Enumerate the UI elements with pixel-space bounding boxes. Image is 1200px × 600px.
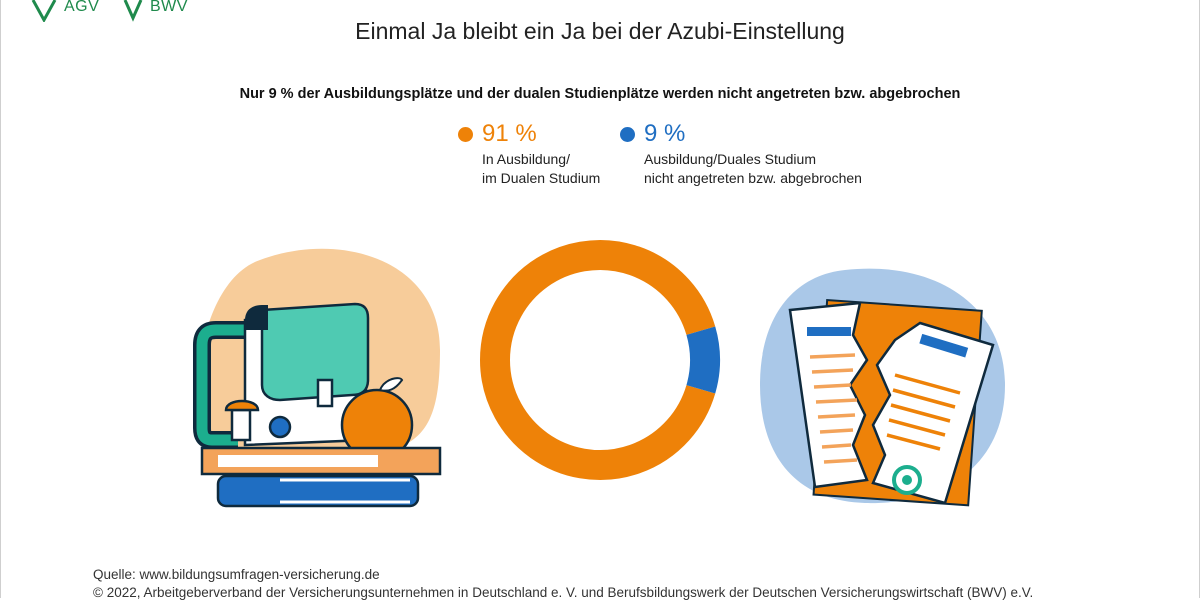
blue-ball — [268, 415, 292, 439]
school-supplies-illustration — [193, 248, 442, 508]
donut-chart — [480, 240, 720, 480]
copyright-note: © 2022, Arbeitgeberverband der Versicher… — [93, 585, 1034, 600]
legend-line: nicht angetreten bzw. abgebrochen — [644, 170, 862, 186]
bag-clasp — [316, 378, 334, 408]
legend-value-in-ausbildung: 91 % — [482, 120, 537, 147]
agv-logo-text: AGV — [64, 0, 100, 15]
bag-handle-fill — [196, 324, 250, 446]
legend-value-abgebrochen: 9 % — [644, 120, 686, 147]
source-note: Quelle: www.bildungsumfragen-versicherun… — [93, 567, 380, 582]
agv-logo-mark — [31, 0, 57, 22]
contract-right-heading — [919, 333, 969, 358]
bwv-logo-mark — [123, 0, 143, 22]
legend-desc-abgebrochen: Ausbildung/Duales Studium nicht angetret… — [644, 150, 862, 188]
legend-line: Ausbildung/Duales Studium — [644, 151, 816, 167]
contract-left-lines — [809, 353, 858, 464]
contract-left-heading — [807, 327, 851, 336]
pencil-body — [230, 408, 252, 442]
bag-flap — [260, 302, 370, 402]
legend-line: In Ausbildung/ — [482, 151, 570, 167]
legend-dot-orange — [458, 127, 473, 142]
apple-leaf — [378, 377, 404, 392]
contract-right-half — [871, 321, 995, 505]
pencil-cap — [224, 399, 260, 412]
bwv-logo-text: BWV — [150, 0, 188, 15]
torn-contract-illustration — [760, 268, 1005, 507]
bwv-logo: BWV — [122, 0, 188, 22]
donut-slice-in-ausbildung — [480, 240, 716, 480]
legend-desc-in-ausbildung: In Ausbildung/ im Dualen Studium — [482, 150, 600, 188]
chart-title: Einmal Ja bleibt ein Ja bei der Azubi-Ei… — [355, 18, 845, 44]
donut-slice-abgebrochen — [686, 326, 720, 394]
book-top-label — [218, 455, 378, 467]
contract-right-lines — [886, 373, 961, 451]
legend-dot-blue — [620, 127, 635, 142]
contract-left-half — [788, 301, 869, 489]
book-bottom-pages — [280, 478, 410, 504]
bag-flap-top — [245, 305, 268, 330]
agv-logo: AGV — [30, 0, 99, 22]
chart-subtitle: Nur 9 % der Ausbildungsplätze und der du… — [239, 86, 961, 102]
legend-line: im Dualen Studium — [482, 170, 601, 186]
book-bottom — [216, 474, 420, 508]
contract-seal-center — [902, 475, 912, 485]
